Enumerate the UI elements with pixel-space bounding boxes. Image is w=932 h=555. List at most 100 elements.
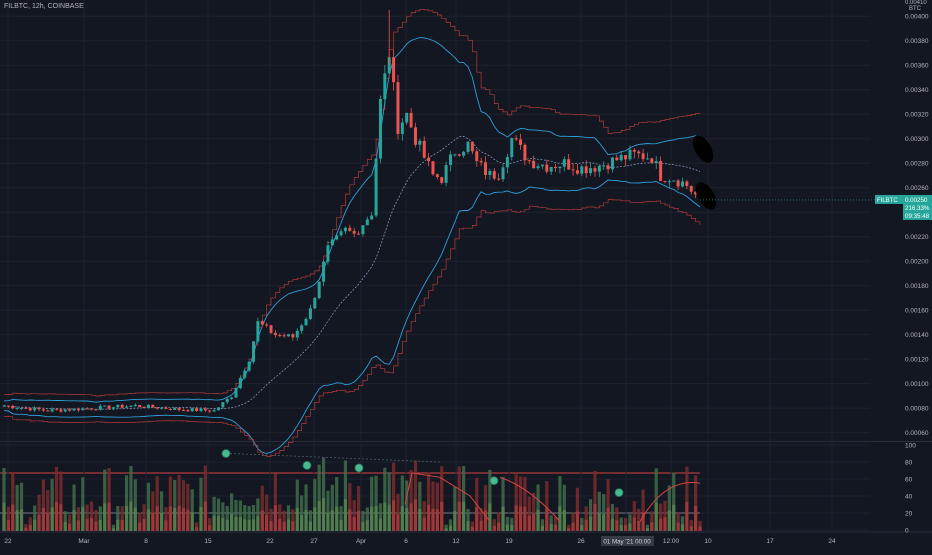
candle bbox=[645, 152, 649, 160]
candle-body bbox=[352, 230, 356, 234]
volume-bar-inner bbox=[300, 514, 304, 531]
candle bbox=[357, 230, 361, 235]
volume-bar bbox=[383, 467, 387, 531]
volume-bar-inner bbox=[129, 501, 133, 531]
candle bbox=[256, 317, 260, 344]
candle-body bbox=[479, 161, 483, 163]
volume-bar-inner bbox=[321, 498, 326, 531]
candle bbox=[15, 406, 19, 410]
candle bbox=[479, 157, 483, 166]
candle-body bbox=[230, 397, 234, 399]
candle-body bbox=[676, 180, 680, 187]
candle bbox=[90, 408, 94, 411]
volume-bar bbox=[247, 506, 251, 531]
candle-body bbox=[392, 57, 396, 83]
candle bbox=[663, 180, 667, 184]
candles[interactable] bbox=[2, 10, 702, 414]
volume-bar-inner bbox=[326, 512, 330, 531]
volume-bar bbox=[580, 517, 584, 531]
candle bbox=[514, 135, 518, 142]
candle-body bbox=[107, 405, 111, 409]
volume-bar bbox=[610, 503, 615, 531]
volume-bar-inner bbox=[63, 522, 67, 531]
annotation-ellipse-lower bbox=[695, 182, 717, 210]
candle-body bbox=[273, 332, 277, 336]
volume-bar-inner bbox=[475, 507, 479, 531]
volume-bar-inner bbox=[422, 517, 426, 531]
candle-body bbox=[484, 162, 488, 175]
candle bbox=[151, 404, 155, 408]
candle bbox=[252, 340, 256, 364]
osc-tick-label: 60 bbox=[905, 477, 913, 484]
candle-body bbox=[562, 159, 566, 167]
volume-bar-inner bbox=[462, 501, 466, 531]
volume-bar-inner bbox=[610, 518, 615, 531]
candle bbox=[63, 408, 67, 413]
volume-bar-inner bbox=[580, 525, 584, 531]
candle-body bbox=[370, 215, 374, 220]
volume-bar-inner bbox=[177, 505, 181, 531]
candle-body bbox=[510, 138, 514, 157]
volume-bar-inner bbox=[632, 517, 636, 531]
volume-bar bbox=[103, 469, 107, 531]
candle-body bbox=[418, 140, 422, 145]
volume-bar-inner bbox=[497, 522, 501, 531]
volume-bar-inner bbox=[28, 524, 32, 531]
candle-body bbox=[295, 330, 299, 338]
volume-bar-inner bbox=[698, 526, 702, 531]
candle-body bbox=[632, 149, 636, 152]
volume-bar bbox=[435, 482, 439, 531]
volume-bar bbox=[602, 494, 606, 531]
candle bbox=[199, 408, 203, 413]
candle bbox=[85, 407, 89, 410]
candle-body bbox=[357, 233, 361, 235]
volume-bar-inner bbox=[330, 510, 334, 531]
volume-bar bbox=[409, 469, 413, 531]
candle-body bbox=[659, 161, 663, 181]
candle bbox=[597, 164, 601, 177]
osc-tick-label: 0 bbox=[905, 528, 909, 535]
volume-bar bbox=[685, 466, 689, 531]
candle bbox=[116, 404, 120, 409]
volume-bar bbox=[330, 484, 334, 531]
volume-bar bbox=[124, 475, 129, 531]
volume-bar bbox=[510, 517, 514, 531]
volume-bar-inner bbox=[186, 509, 190, 531]
annotation-ellipse-upper bbox=[692, 135, 714, 163]
volume-bar bbox=[164, 507, 168, 531]
volume-bar-inner bbox=[216, 516, 221, 531]
volume-bar bbox=[326, 490, 330, 531]
grid bbox=[0, 0, 932, 533]
candle bbox=[186, 409, 190, 412]
candle bbox=[694, 191, 698, 199]
price-axis[interactable]: 0.00400 0.00380 0.00360 0.00340 0.00320 0.003… bbox=[905, 0, 929, 535]
candle bbox=[98, 404, 102, 411]
candle-body bbox=[94, 409, 98, 411]
candle bbox=[584, 160, 588, 178]
volume-bar bbox=[523, 476, 527, 531]
volume-bar bbox=[155, 476, 159, 531]
candle bbox=[247, 361, 251, 373]
volume-bar-inner bbox=[567, 528, 571, 531]
candle bbox=[348, 224, 352, 233]
oscillator-lines bbox=[221, 449, 701, 522]
candle-body bbox=[606, 165, 610, 170]
candle bbox=[291, 332, 295, 341]
volume-bar bbox=[413, 460, 418, 531]
volume-bar-inner bbox=[659, 518, 663, 531]
volume-bar-inner bbox=[208, 525, 212, 531]
candle-body bbox=[186, 410, 190, 412]
volume-bar-inner bbox=[247, 519, 251, 531]
volume-bar bbox=[159, 491, 164, 531]
candle-body bbox=[645, 158, 649, 160]
volume-bar bbox=[6, 506, 10, 531]
volume-bar-inner bbox=[588, 516, 593, 531]
volume-bar bbox=[514, 474, 518, 531]
candle bbox=[606, 162, 610, 174]
candle bbox=[615, 154, 619, 161]
volume-bar-inner bbox=[453, 511, 457, 531]
candle-body bbox=[641, 153, 645, 160]
